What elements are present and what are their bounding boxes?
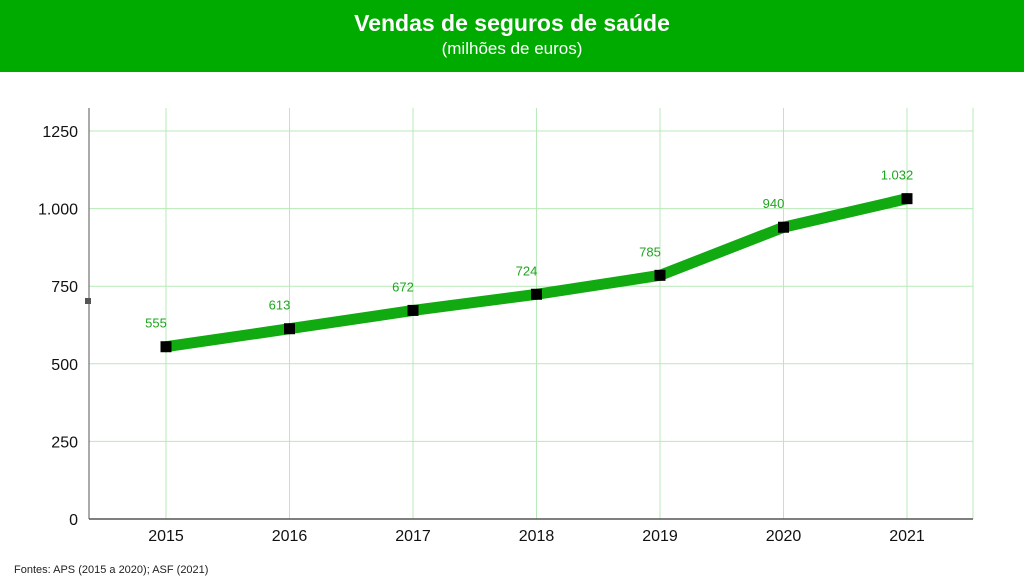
data-point — [407, 304, 419, 316]
y-tick-label: 0 — [69, 512, 78, 529]
data-point — [284, 323, 295, 335]
x-tick-label: 2015 — [148, 528, 184, 545]
y-tick-label: 500 — [51, 357, 78, 374]
y-tick-label: 250 — [51, 434, 78, 451]
data-label: 672 — [392, 279, 414, 294]
data-point — [160, 341, 172, 353]
y-tick-label: 750 — [51, 279, 78, 296]
y-tick-label: 1250 — [42, 124, 78, 141]
data-label: 555 — [145, 316, 167, 331]
x-tick-label: 2021 — [889, 528, 925, 545]
data-point — [778, 221, 789, 233]
chart-header: Vendas de seguros de saúde (milhões de e… — [0, 0, 1024, 72]
data-point — [901, 193, 913, 205]
x-tick-label: 2020 — [766, 528, 802, 545]
chart-subtitle: (milhões de euros) — [441, 39, 583, 58]
x-tick-label: 2019 — [642, 528, 678, 545]
data-point — [531, 288, 542, 300]
source-note: Fontes: APS (2015 a 2020); ASF (2021) — [14, 564, 209, 576]
y-tick-label: 1.000 — [38, 202, 78, 219]
x-tick-label: 2017 — [395, 528, 431, 545]
x-tick-label: 2016 — [272, 528, 308, 545]
chart-title: Vendas de seguros de saúde — [354, 10, 670, 36]
data-point — [654, 269, 666, 281]
data-label: 724 — [516, 263, 538, 278]
axis-marker — [85, 298, 91, 304]
x-tick-label: 2018 — [519, 528, 555, 545]
data-label: 940 — [763, 196, 785, 211]
data-label: 785 — [639, 244, 661, 259]
data-label: 613 — [269, 298, 291, 313]
data-label: 1.032 — [881, 168, 914, 183]
